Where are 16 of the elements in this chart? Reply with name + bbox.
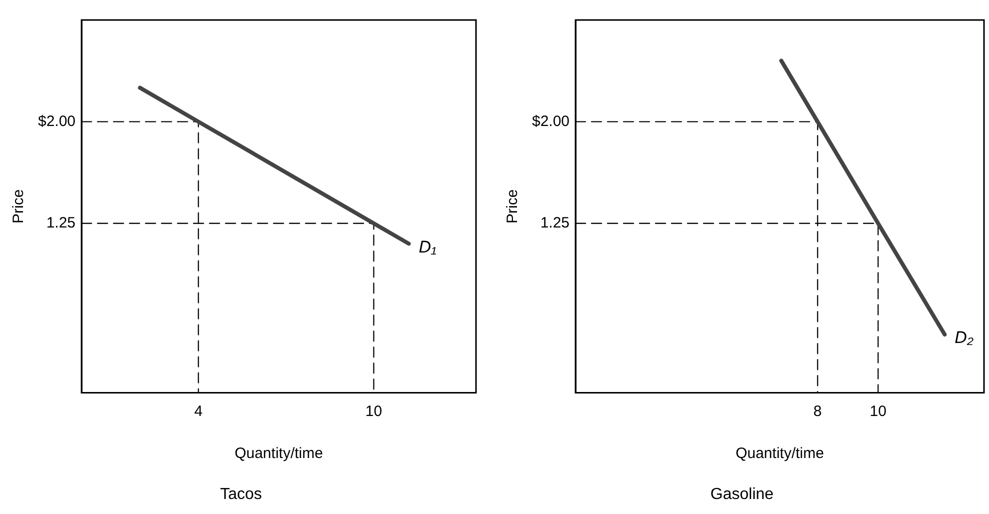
y-tick-label: 1.25 [46, 214, 76, 232]
x-tick-label: 10 [365, 402, 382, 420]
annotation: D₂ [954, 328, 974, 348]
text: Gasoline [710, 486, 774, 503]
y-tick-label: 1.25 [540, 214, 570, 232]
annotation: D₁ [418, 237, 436, 256]
y-axis-title: Price [10, 189, 28, 224]
x-axis-title: Quantity/time [234, 444, 323, 462]
y-axis-title: Price [504, 189, 522, 224]
x-tick-label: 10 [870, 402, 886, 420]
x-axis-title: Quantity/time [736, 444, 824, 462]
y-tick-label: $2.00 [38, 112, 76, 130]
y-tick-label: $2.00 [532, 112, 570, 130]
x-tick-label: 8 [813, 402, 822, 420]
text: Tacos [220, 486, 262, 503]
x-tick-label: 4 [194, 402, 203, 420]
